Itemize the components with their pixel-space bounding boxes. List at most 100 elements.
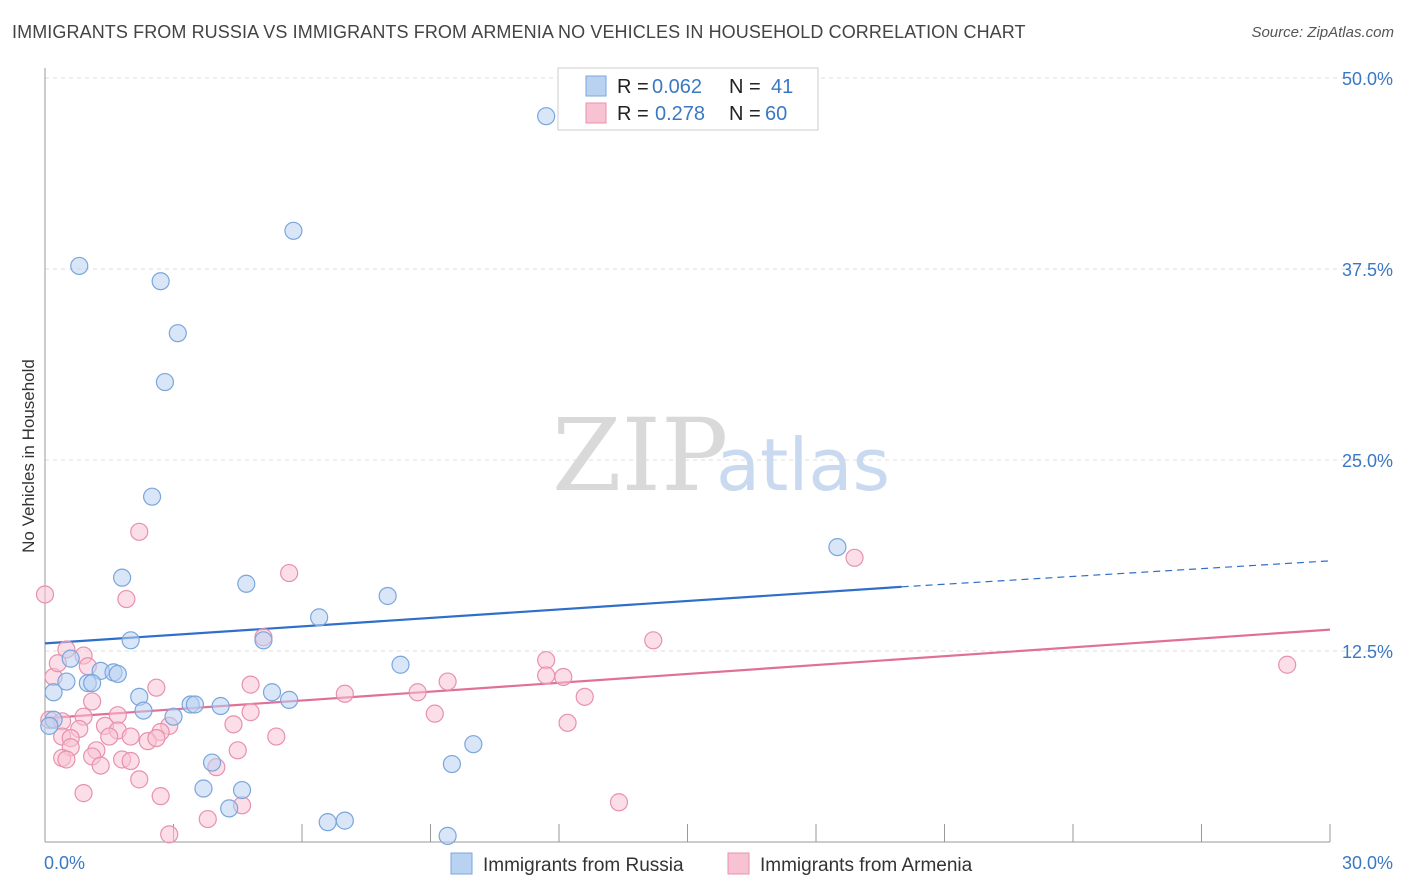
russia-point xyxy=(142,487,162,506)
bottom-legend-swatch-russia xyxy=(450,852,473,875)
armenia-point xyxy=(644,631,663,650)
watermark-zip: ZIP xyxy=(552,397,728,514)
russia-point xyxy=(442,754,462,774)
y-axis-label: No Vehicles in Household xyxy=(19,359,38,553)
armenia-point xyxy=(241,703,260,722)
russia-point xyxy=(61,649,80,668)
russia-point xyxy=(310,608,329,627)
armenia-point xyxy=(147,678,166,697)
russia-point xyxy=(164,707,183,726)
armenia-point xyxy=(198,809,217,829)
armenia-point xyxy=(554,667,573,687)
trendline-russia xyxy=(44,585,902,645)
russia-point xyxy=(464,735,483,754)
armenia-point xyxy=(130,522,149,541)
russia-point xyxy=(108,664,127,684)
armenia-point xyxy=(100,727,119,746)
y-tick-label: 50.0% xyxy=(1342,69,1393,89)
legend-russia-n-value: 41 xyxy=(771,76,793,98)
russia-point xyxy=(284,221,303,240)
bottom-legend-armenia: Immigrants from Armenia xyxy=(760,855,973,876)
russia-point xyxy=(121,631,140,650)
armenia-point xyxy=(35,585,55,604)
legend-swatch-russia xyxy=(585,75,607,97)
russia-point xyxy=(194,779,213,798)
armenia-point xyxy=(57,750,76,769)
russia-point xyxy=(237,574,256,593)
legend-swatch-armenia xyxy=(585,102,607,124)
russia-point xyxy=(83,673,102,693)
armenia-point xyxy=(224,715,243,734)
y-tick-label: 37.5% xyxy=(1342,260,1393,280)
russia-point xyxy=(280,690,299,709)
y-tick-label: 25.0% xyxy=(1342,451,1393,471)
russia-point xyxy=(44,683,63,702)
legend-russia-n-label: N = xyxy=(729,76,761,98)
armenia-point xyxy=(91,756,110,775)
russia-point xyxy=(70,256,89,276)
x-tick-label: 30.0% xyxy=(1342,853,1393,873)
legend-armenia-n-label: N = xyxy=(729,103,761,125)
legend-russia-r-label: R = xyxy=(617,76,649,98)
armenia-point xyxy=(267,727,286,746)
russia-point xyxy=(828,537,847,557)
armenia-point xyxy=(425,704,444,723)
russia-point xyxy=(112,568,132,587)
russia-point xyxy=(155,372,175,392)
chart-title: IMMIGRANTS FROM RUSSIA VS IMMIGRANTS FRO… xyxy=(12,22,1026,42)
russia-point xyxy=(254,631,273,650)
russia-point xyxy=(378,586,397,606)
armenia-point xyxy=(151,787,170,806)
armenia-point xyxy=(609,793,629,812)
watermark-atlas: atlas xyxy=(716,423,890,507)
russia-point xyxy=(262,683,282,702)
russia-point xyxy=(232,780,252,800)
armenia-point xyxy=(408,683,427,702)
russia-point xyxy=(202,753,222,772)
armenia-point xyxy=(121,751,140,771)
legend-armenia-r-value: 0.278 xyxy=(655,103,705,125)
russia-point xyxy=(134,701,153,720)
russia-point xyxy=(537,107,556,126)
armenia-point xyxy=(228,741,247,760)
russia-point xyxy=(151,272,170,291)
tick-labels: 12.5% 25.0% 37.5% 50.0% 0.0% 30.0% xyxy=(44,69,1393,873)
armenia-point xyxy=(280,563,299,583)
trendline-armenia xyxy=(44,628,1331,720)
y-tick-label: 12.5% xyxy=(1342,642,1393,662)
bottom-legend-swatch-armenia xyxy=(727,852,750,875)
russia-point xyxy=(335,811,354,830)
armenia-point xyxy=(130,770,149,789)
armenia-point xyxy=(160,825,179,844)
russia-point xyxy=(168,324,187,343)
armenia-point xyxy=(335,684,354,703)
armenia-point xyxy=(74,784,93,803)
armenia-point xyxy=(537,651,556,670)
bottom-legend: Immigrants from Russia Immigrants from A… xyxy=(450,852,973,876)
trendlines xyxy=(44,560,1331,720)
data-points xyxy=(35,107,1297,845)
legend-russia-r-value: 0.062 xyxy=(652,76,702,98)
russia-point xyxy=(185,695,205,714)
armenia-point xyxy=(83,692,102,711)
armenia-point xyxy=(845,548,864,567)
legend-armenia-r-label: R = xyxy=(617,103,649,125)
armenia-point xyxy=(438,672,457,691)
russia-point xyxy=(391,655,410,674)
armenia-point xyxy=(117,589,136,609)
armenia-point xyxy=(241,675,260,694)
armenia-point xyxy=(537,666,556,685)
russia-point xyxy=(318,813,337,832)
chart-source: Source: ZipAtlas.com xyxy=(1251,24,1394,41)
russia-point xyxy=(211,696,230,716)
armenia-point xyxy=(147,728,166,748)
armenia-point xyxy=(558,713,577,732)
russia-point xyxy=(57,672,76,691)
armenia-point xyxy=(1278,655,1297,674)
russia-point xyxy=(220,799,239,818)
armenia-point xyxy=(121,727,140,746)
x-tick-label: 0.0% xyxy=(44,853,85,873)
armenia-point xyxy=(575,687,594,706)
trendline-russia-extension xyxy=(901,560,1331,588)
